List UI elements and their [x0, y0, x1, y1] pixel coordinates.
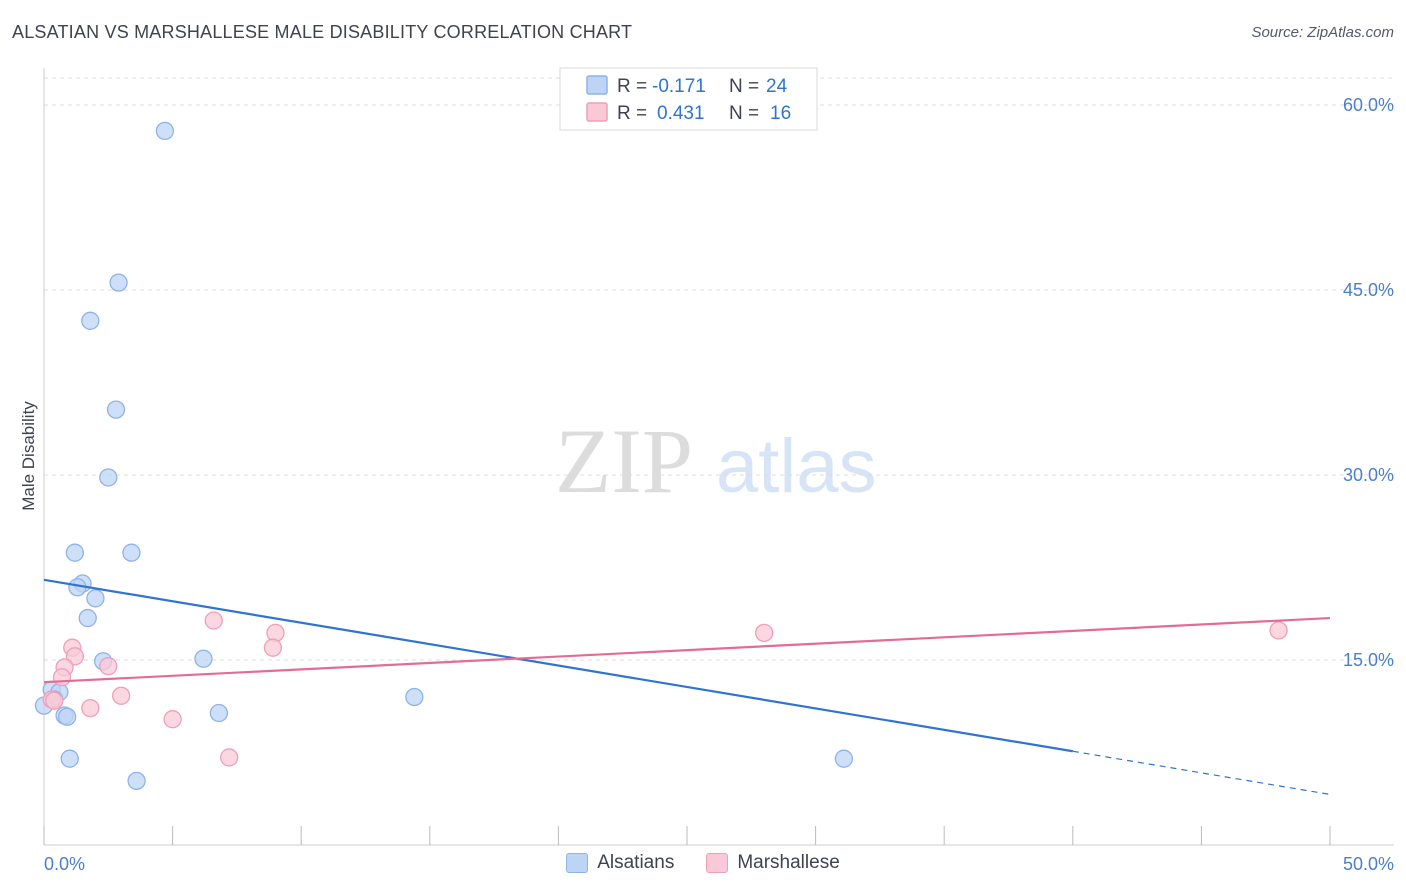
- alsatians-point-5: [65, 543, 85, 562]
- stats-legend-swatch-marshallese: [586, 102, 608, 122]
- alsatians-point-12: [194, 649, 213, 668]
- stats-legend-r-value-alsatians: -0.171: [652, 76, 706, 97]
- marshallese-point-12: [81, 698, 100, 718]
- source-label: Source: ZipAtlas.com: [1251, 24, 1394, 41]
- alsatians-point-6: [122, 543, 141, 562]
- marshallese-point-2: [755, 623, 774, 643]
- axes: [43, 68, 1394, 846]
- marshallese-point-9: [112, 686, 131, 705]
- y-tick-label-30: 30.0%: [1343, 465, 1394, 485]
- alsatians-point-18: [57, 707, 77, 726]
- trend-lines: [43, 578, 1331, 796]
- marshallese-point-13: [163, 710, 182, 729]
- stats-legend-r-label-marshallese: R =: [617, 103, 647, 124]
- stats-legend: R = -0.171 N = 24 R = 0.431 N = 16: [559, 67, 818, 131]
- trend-line-alsatians: [43, 578, 1073, 753]
- trend-line-alsatians-extension: [1072, 750, 1331, 796]
- grid-lines: [44, 77, 1394, 661]
- marshallese-point-1: [266, 623, 285, 643]
- marshallese-point-11: [45, 691, 64, 710]
- stats-legend-n-label-alsatians: N =: [729, 76, 759, 97]
- y-tick-label-45: 45.0%: [1343, 280, 1394, 300]
- alsatians-point-0: [155, 121, 175, 141]
- stats-legend-n-value-alsatians: 24: [766, 76, 788, 97]
- stats-legend-n-label-marshallese: N =: [729, 103, 759, 124]
- alsatians-point-2: [81, 311, 100, 330]
- alsatians-point-21: [60, 749, 79, 768]
- alsatians-point-20: [405, 687, 424, 707]
- marshallese-point-15: [1269, 621, 1288, 640]
- watermark-atlas: atlas: [716, 424, 877, 509]
- y-tick-label-15: 15.0%: [1343, 650, 1394, 670]
- alsatians-point-3: [106, 400, 126, 419]
- trend-line-marshallese: [43, 616, 1331, 684]
- legend-item-alsatians[interactable]: Alsatians: [566, 852, 674, 874]
- alsatians-point-9: [86, 589, 105, 608]
- y-tick-label-60: 60.0%: [1343, 95, 1394, 115]
- legend-label-marshallese: Marshallese: [737, 852, 840, 873]
- x-tick-marks: [43, 826, 1331, 845]
- legend-swatch-marshallese: [706, 853, 729, 873]
- series-alsatians: [34, 121, 854, 791]
- x-tick-label-min: 0.0%: [44, 854, 85, 874]
- stats-legend-swatch-alsatians: [586, 75, 608, 95]
- series-marshallese: [42, 611, 1288, 767]
- alsatians-point-4: [99, 468, 118, 487]
- marshallese-point-14: [220, 748, 239, 767]
- alsatians-point-22: [127, 771, 146, 791]
- alsatians-point-19: [209, 703, 229, 723]
- chart-title: ALSATIAN VS MARSHALLESE MALE DISABILITY …: [12, 22, 633, 42]
- alsatians-point-23: [834, 749, 854, 768]
- stats-legend-r-label-alsatians: R =: [617, 76, 647, 97]
- x-tick-label-max: 50.0%: [1343, 854, 1394, 874]
- alsatians-point-1: [109, 273, 128, 292]
- legend-label-alsatians: Alsatians: [597, 852, 675, 873]
- alsatians-point-10: [78, 608, 97, 628]
- y-axis-label: Male Disability: [19, 401, 38, 511]
- legend-swatch-alsatians: [566, 853, 589, 873]
- series-legend: Alsatians Marshallese: [0, 852, 1406, 874]
- marshallese-point-3: [263, 638, 283, 657]
- y-tick-labels: 15.0% 30.0% 45.0% 60.0%: [1343, 95, 1394, 670]
- marshallese-point-0: [204, 611, 223, 630]
- marshallese-point-6: [99, 657, 118, 676]
- watermark-zip: ZIP: [555, 410, 693, 512]
- stats-legend-r-value-marshallese: 0.431: [657, 103, 705, 124]
- stats-legend-n-value-marshallese: 16: [770, 103, 791, 124]
- legend-item-marshallese[interactable]: Marshallese: [706, 852, 840, 874]
- marshallese-point-8: [52, 668, 72, 687]
